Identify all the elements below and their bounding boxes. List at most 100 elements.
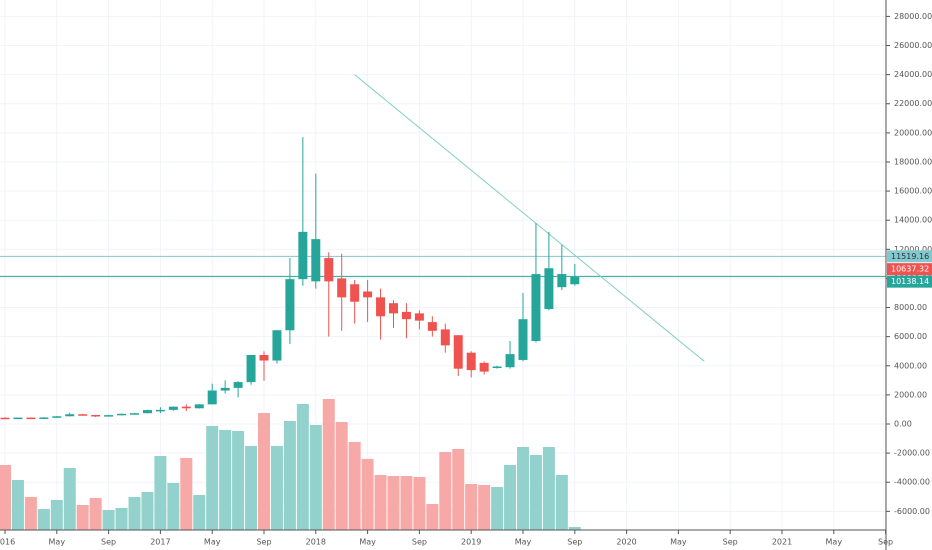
candle-body (168, 406, 178, 410)
x-tick-label: Sep (723, 538, 738, 547)
axis-bg (0, 530, 886, 550)
volume-bar (374, 475, 387, 530)
volume-bar (270, 446, 283, 530)
x-tick-label: Sep (256, 538, 271, 547)
y-tick-label: 24000.00 (894, 70, 932, 79)
candle-body (401, 311, 411, 320)
price-tag (887, 263, 932, 276)
volume-bar (542, 447, 555, 530)
candle-body (130, 413, 139, 415)
volume-bar (115, 508, 128, 530)
volume-bar (335, 422, 348, 530)
y-tick-label: 4000.00 (894, 361, 927, 370)
volume-bar (426, 504, 439, 530)
volume-bar (0, 465, 11, 530)
candle-body (389, 303, 398, 314)
volume-bar (555, 475, 568, 530)
candle-body (570, 276, 580, 285)
x-tick-label: 2020 (616, 538, 636, 547)
volume-bar (154, 456, 167, 530)
volume-bar (219, 430, 232, 530)
candle-body (557, 274, 567, 288)
volume-bar (387, 476, 400, 530)
candle-body (363, 291, 373, 298)
volume-bar (37, 509, 50, 530)
candle-body (350, 284, 360, 302)
candle-body (104, 415, 114, 417)
volume-bar (128, 497, 141, 530)
volume-bar (89, 498, 102, 530)
price-tag-label: 10637.32 (891, 265, 929, 274)
candle-body (531, 274, 541, 342)
candle-body (52, 416, 62, 418)
volume-bar (452, 449, 465, 530)
candle-body (233, 382, 243, 388)
candle-body (194, 404, 204, 409)
candle-body (13, 417, 23, 420)
candle-body (337, 278, 347, 298)
y-tick-label: 14000.00 (894, 216, 932, 225)
volume-bar (491, 487, 504, 530)
volume-bar (517, 447, 529, 530)
candle-body (311, 239, 321, 282)
candle-body (427, 322, 437, 331)
candle-body (0, 417, 10, 420)
candle-body (220, 387, 230, 391)
volume-bar (478, 485, 491, 530)
x-tick-label: 2018 (306, 538, 326, 547)
x-tick-label: May (359, 538, 376, 547)
volume-bar (63, 468, 76, 530)
candle-body (544, 268, 554, 309)
candle-body (414, 313, 424, 321)
volume-bar (102, 510, 115, 530)
x-tick-label: Sep (412, 538, 427, 547)
volume-bar (413, 477, 426, 530)
price-tag (887, 250, 932, 263)
y-tick-label: 8000.00 (894, 303, 927, 312)
y-tick-label: 6000.00 (894, 332, 927, 341)
volume-bar (322, 399, 335, 530)
volume-bar (206, 426, 219, 530)
volume-bar (309, 425, 322, 530)
volume-bar (439, 452, 452, 530)
candle-body (453, 335, 463, 369)
volume-bar (258, 413, 270, 530)
candle-body (466, 352, 476, 371)
y-tick-label: 18000.00 (894, 157, 932, 166)
x-tick-label: 2021 (772, 538, 792, 547)
volume-bar (11, 480, 24, 530)
volume-bar (141, 492, 154, 530)
x-tick-label: May (826, 538, 843, 547)
x-tick-label: Sep (567, 538, 582, 547)
x-tick-label: Sep (878, 538, 893, 547)
volume-bar (348, 442, 361, 530)
candle-body (65, 414, 75, 417)
candle-body (492, 366, 502, 368)
candle-body (285, 279, 295, 331)
x-tick-label: 2019 (461, 538, 481, 547)
y-tick-label: -2000.00 (894, 449, 930, 458)
candle-body (142, 410, 152, 414)
candle-body (117, 413, 127, 416)
candle-body (479, 362, 489, 372)
volume-bar (400, 476, 413, 530)
candle-body (376, 297, 386, 317)
volume-bar (180, 458, 193, 530)
candle-body (91, 414, 101, 417)
price-tag-label: 11519.16 (891, 252, 929, 261)
volume-bar (529, 455, 542, 530)
volume-bar (283, 421, 296, 530)
candle-body (155, 409, 165, 412)
candle-body (518, 319, 528, 360)
y-tick-label: 12000.00 (894, 245, 932, 254)
volume-bar (296, 404, 309, 530)
x-tick-label: 2016 (0, 538, 15, 547)
volume-bar (232, 431, 245, 530)
y-tick-label: -4000.00 (894, 478, 930, 487)
candle-body (272, 330, 282, 361)
y-tick-label: 2000.00 (894, 390, 927, 399)
volume-bar (50, 500, 63, 530)
candle-body (324, 258, 334, 282)
